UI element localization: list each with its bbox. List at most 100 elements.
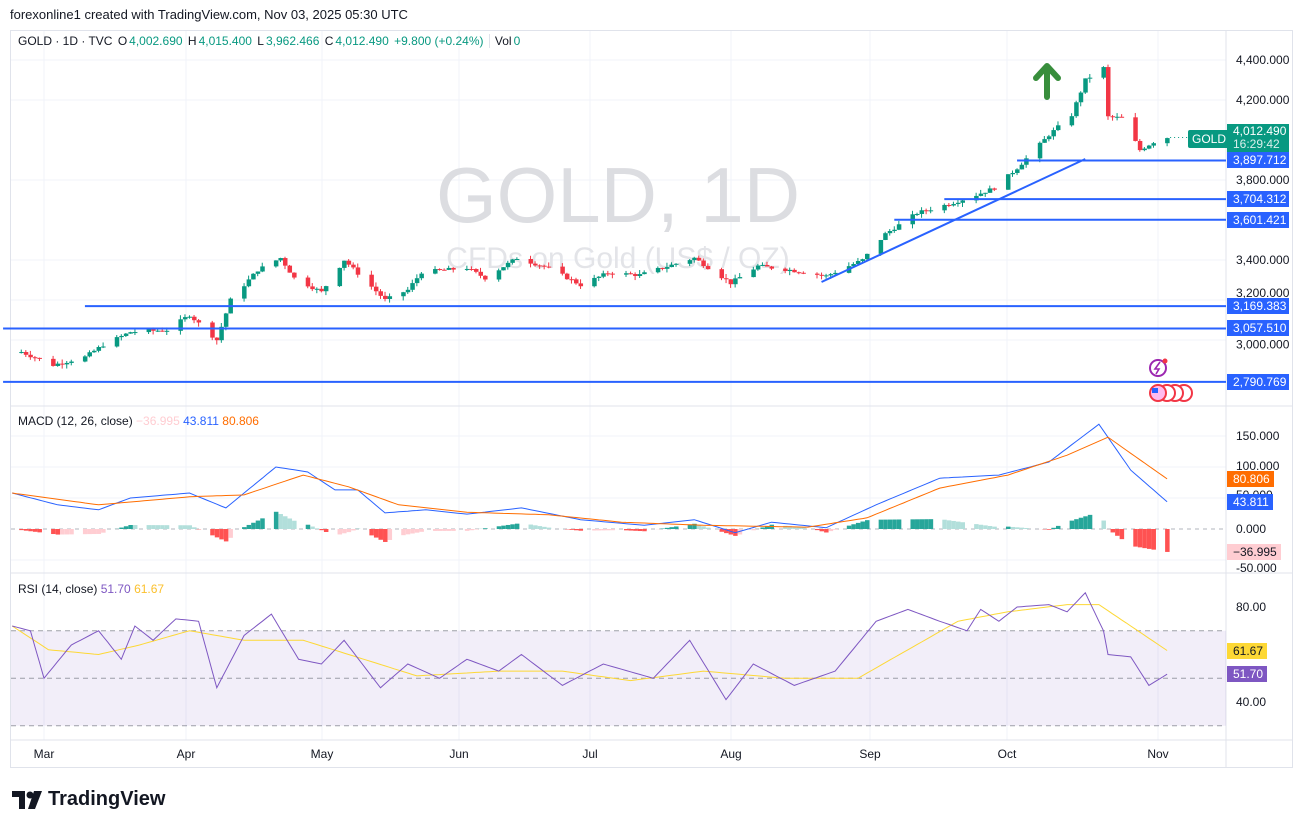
candle[interactable]: [1015, 168, 1020, 176]
candle[interactable]: [624, 270, 629, 277]
candle[interactable]: [819, 272, 825, 280]
candle[interactable]: [223, 312, 229, 331]
candle[interactable]: [896, 220, 902, 231]
candle[interactable]: [187, 315, 193, 319]
candle[interactable]: [760, 262, 765, 267]
candle[interactable]: [23, 350, 29, 358]
candle[interactable]: [414, 274, 420, 287]
candle[interactable]: [214, 337, 220, 345]
candle[interactable]: [182, 314, 188, 322]
candle[interactable]: [514, 257, 520, 260]
candle[interactable]: [19, 349, 24, 354]
candle[interactable]: [687, 259, 693, 267]
candle[interactable]: [419, 271, 424, 281]
candle[interactable]: [1083, 78, 1088, 94]
candle[interactable]: [728, 279, 734, 288]
candle[interactable]: [983, 192, 988, 197]
candle[interactable]: [469, 266, 474, 271]
candle[interactable]: [755, 263, 761, 271]
candle[interactable]: [769, 265, 775, 271]
candle[interactable]: [1046, 134, 1052, 142]
candle[interactable]: [273, 260, 279, 268]
candle[interactable]: [628, 271, 634, 275]
candle[interactable]: [1151, 141, 1156, 148]
candle[interactable]: [37, 357, 42, 362]
candle[interactable]: [1005, 174, 1011, 190]
candle[interactable]: [292, 272, 297, 280]
candle[interactable]: [564, 272, 570, 280]
candle[interactable]: [346, 259, 352, 268]
candle[interactable]: [951, 201, 956, 207]
candle[interactable]: [501, 267, 506, 271]
candle[interactable]: [1105, 64, 1111, 120]
candle[interactable]: [251, 273, 256, 280]
candle[interactable]: [1137, 139, 1143, 152]
candle[interactable]: [510, 258, 515, 265]
candle[interactable]: [505, 260, 511, 270]
candle[interactable]: [28, 350, 33, 360]
candle[interactable]: [592, 274, 597, 288]
candle[interactable]: [692, 256, 697, 263]
tradingview-logo[interactable]: TradingView: [12, 788, 165, 811]
candle[interactable]: [1055, 121, 1061, 132]
candle[interactable]: [664, 262, 670, 273]
symbol-info[interactable]: GOLD · 1D · TVC: [18, 34, 113, 48]
candle[interactable]: [1142, 147, 1147, 152]
candle[interactable]: [473, 268, 479, 274]
candle[interactable]: [942, 203, 947, 214]
candle[interactable]: [123, 333, 129, 337]
candle[interactable]: [319, 285, 324, 293]
candle[interactable]: [533, 261, 538, 267]
candle[interactable]: [219, 322, 224, 343]
candle[interactable]: [55, 361, 61, 367]
candle[interactable]: [696, 255, 702, 261]
candle[interactable]: [1024, 155, 1029, 168]
candle[interactable]: [192, 314, 197, 324]
candle[interactable]: [546, 262, 552, 269]
candle[interactable]: [433, 266, 438, 275]
candle[interactable]: [178, 315, 183, 335]
candle[interactable]: [483, 275, 488, 282]
candle[interactable]: [378, 289, 383, 299]
candle[interactable]: [355, 263, 361, 278]
candle[interactable]: [878, 239, 884, 256]
candle[interactable]: [1115, 113, 1120, 121]
candle[interactable]: [287, 264, 293, 273]
macd-title[interactable]: MACD (12, 26, close): [18, 414, 133, 428]
candle[interactable]: [883, 231, 888, 241]
candle[interactable]: [51, 355, 56, 367]
candle[interactable]: [1146, 144, 1152, 150]
candle[interactable]: [751, 266, 756, 278]
candle[interactable]: [924, 208, 929, 215]
candle[interactable]: [60, 359, 65, 369]
candle[interactable]: [196, 319, 202, 327]
candle[interactable]: [601, 270, 606, 279]
candle[interactable]: [1010, 170, 1016, 177]
candle[interactable]: [96, 345, 102, 353]
candle[interactable]: [373, 282, 379, 296]
candle[interactable]: [410, 279, 415, 293]
candle[interactable]: [892, 226, 897, 233]
candle[interactable]: [314, 287, 320, 294]
candle[interactable]: [114, 335, 120, 348]
candle[interactable]: [446, 265, 452, 271]
candle[interactable]: [701, 258, 706, 269]
candle[interactable]: [246, 275, 252, 288]
candle[interactable]: [132, 329, 138, 336]
candle[interactable]: [69, 359, 74, 366]
candle[interactable]: [573, 277, 579, 285]
candle[interactable]: [82, 355, 88, 363]
candle[interactable]: [928, 206, 934, 214]
candle[interactable]: [1119, 114, 1125, 118]
lightning-event-icon[interactable]: [1149, 358, 1168, 377]
candle[interactable]: [342, 260, 347, 271]
candle[interactable]: [733, 274, 738, 288]
candle[interactable]: [724, 274, 729, 284]
candle[interactable]: [310, 283, 315, 292]
candle[interactable]: [437, 268, 443, 271]
trend-line[interactable]: [821, 158, 1086, 283]
candle[interactable]: [1051, 127, 1056, 140]
candle[interactable]: [387, 293, 393, 303]
candle[interactable]: [637, 270, 643, 278]
